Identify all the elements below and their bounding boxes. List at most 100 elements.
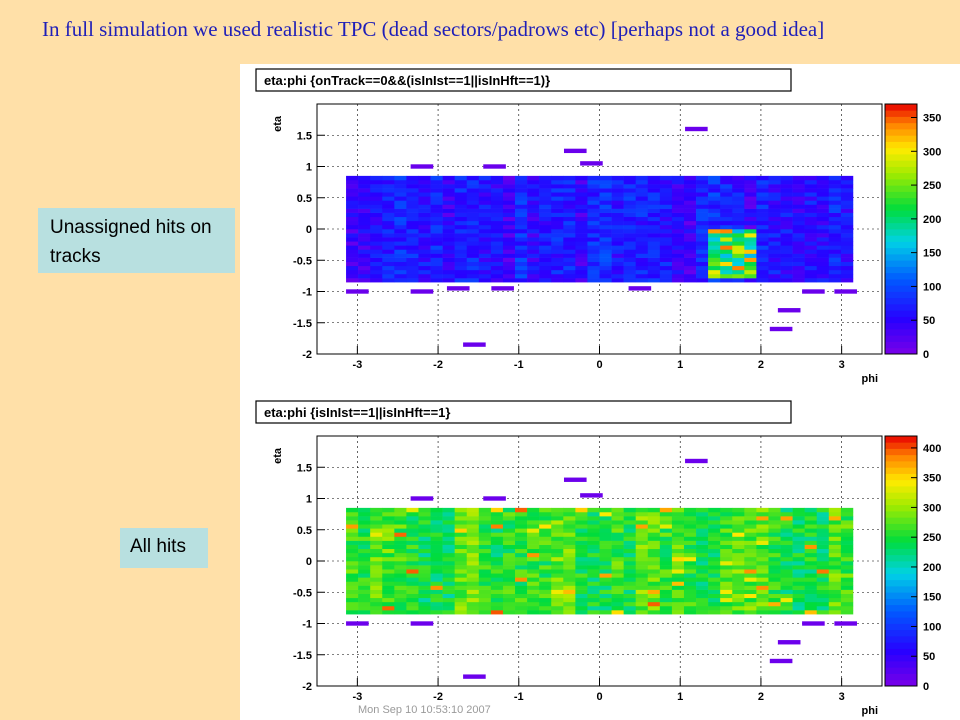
heatmap-cell bbox=[647, 573, 661, 578]
heatmap-cell bbox=[575, 511, 588, 517]
heatmap-cell bbox=[840, 237, 854, 242]
heatmap-cell bbox=[515, 569, 528, 574]
heatmap-cell bbox=[406, 216, 419, 222]
heatmap-cell bbox=[683, 536, 697, 541]
heatmap-cell bbox=[635, 581, 649, 586]
heatmap-cell bbox=[635, 220, 649, 226]
heatmap-cell bbox=[430, 261, 443, 267]
heatmap-cell bbox=[623, 237, 637, 242]
heatmap-cell bbox=[780, 597, 793, 603]
heatmap-cell bbox=[575, 179, 588, 185]
heatmap-cell bbox=[406, 524, 419, 529]
heatmap-cell bbox=[527, 204, 540, 209]
heatmap-cell bbox=[515, 253, 528, 258]
heatmap-cell bbox=[696, 253, 709, 258]
heatmap-cell bbox=[478, 196, 492, 201]
heatmap-cell bbox=[756, 605, 769, 611]
heatmap-cell bbox=[551, 224, 564, 230]
heatmap-cell bbox=[828, 585, 842, 590]
heatmap-cell bbox=[502, 257, 516, 262]
palette-segment bbox=[885, 536, 917, 543]
heatmap-cell bbox=[394, 216, 407, 222]
heatmap-cell bbox=[454, 245, 468, 250]
heatmap-cell bbox=[708, 273, 721, 279]
heatmap-cell bbox=[539, 548, 552, 554]
heatmap-cell bbox=[780, 581, 793, 586]
heatmap-cell bbox=[430, 184, 443, 189]
heatmap-cell bbox=[768, 212, 781, 218]
heatmap-cell bbox=[563, 196, 576, 201]
heatmap-cell bbox=[659, 552, 673, 558]
heatmap-cell bbox=[394, 196, 407, 201]
heatmap-cell bbox=[502, 204, 516, 209]
heatmap-cell bbox=[816, 552, 830, 558]
heatmap-cell bbox=[442, 573, 455, 578]
heatmap-cell bbox=[828, 237, 842, 242]
heatmap-cell bbox=[466, 544, 480, 550]
heatmap-cell bbox=[346, 585, 359, 590]
heatmap-cell bbox=[599, 605, 612, 611]
heatmap-cell bbox=[840, 585, 854, 590]
heatmap-cell bbox=[659, 233, 673, 238]
heatmap-cell bbox=[671, 565, 685, 570]
palette-segment bbox=[885, 216, 917, 224]
heatmap-cell bbox=[635, 257, 649, 262]
heatmap-cell bbox=[792, 212, 805, 218]
heatmap-cell bbox=[515, 200, 528, 205]
heatmap-cell bbox=[756, 192, 769, 197]
heatmap-cell bbox=[599, 200, 612, 205]
heatmap-cell bbox=[696, 229, 709, 234]
heatmap-cell bbox=[756, 261, 769, 267]
heatmap-cell bbox=[744, 532, 757, 537]
palette-segment bbox=[885, 247, 917, 255]
heatmap-cell bbox=[732, 524, 745, 529]
heatmap-cell bbox=[756, 597, 769, 603]
heatmap-cell bbox=[780, 556, 793, 562]
outlier-cell bbox=[563, 148, 587, 154]
heatmap-cell bbox=[756, 573, 769, 578]
heatmap-cell bbox=[623, 216, 637, 222]
heatmap-cell bbox=[454, 597, 468, 603]
heatmap-cell bbox=[696, 581, 709, 586]
heatmap-cell bbox=[575, 577, 588, 582]
heatmap-cell bbox=[816, 204, 830, 209]
heatmap-cell bbox=[720, 188, 733, 193]
heatmap-cell bbox=[840, 548, 854, 554]
heatmap-cell bbox=[671, 208, 685, 213]
heatmap-cell bbox=[792, 585, 805, 590]
heatmap-cell bbox=[394, 204, 407, 209]
heatmap-cell bbox=[406, 569, 419, 574]
heatmap-cell bbox=[346, 573, 359, 578]
heatmap-cell bbox=[611, 597, 624, 603]
heatmap-cell bbox=[478, 589, 492, 594]
heatmap-cell bbox=[804, 200, 818, 205]
heatmap-cell bbox=[575, 573, 588, 578]
heatmap-cell bbox=[466, 610, 480, 615]
heatmap-cell bbox=[732, 561, 745, 566]
heatmap-cell bbox=[346, 552, 359, 558]
palette-segment bbox=[885, 529, 917, 537]
heatmap-cell bbox=[659, 184, 673, 189]
heatmap-cell bbox=[744, 188, 757, 193]
heatmap-cell bbox=[756, 208, 769, 213]
heatmap-cell bbox=[768, 581, 781, 586]
heatmap-cell bbox=[792, 589, 805, 594]
heatmap-cell bbox=[840, 528, 854, 533]
heatmap-cell bbox=[671, 188, 685, 193]
heatmap-cell bbox=[768, 241, 781, 246]
heatmap-cell bbox=[406, 577, 419, 582]
heatmap-cell bbox=[720, 601, 733, 607]
heatmap-cell bbox=[816, 569, 830, 574]
heatmap-cell bbox=[454, 179, 468, 185]
heatmap-cell bbox=[382, 269, 395, 275]
heatmap-cell bbox=[490, 589, 504, 594]
heatmap-cell bbox=[635, 569, 649, 574]
heatmap-cell bbox=[490, 253, 504, 258]
heatmap-cell bbox=[346, 257, 359, 262]
heatmap-cell bbox=[406, 520, 419, 525]
heatmap-cell bbox=[527, 237, 540, 242]
heatmap-cell bbox=[587, 265, 600, 271]
heatmap-cell bbox=[840, 212, 854, 218]
heatmap-cell bbox=[720, 573, 733, 578]
heatmap-cell bbox=[732, 610, 745, 615]
